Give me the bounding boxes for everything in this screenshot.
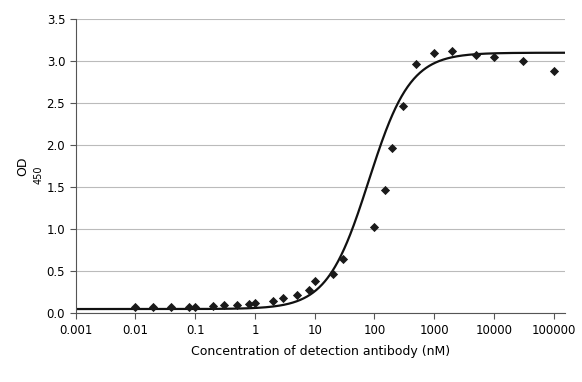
Point (219, 302, 228, 308)
Point (268, 298, 278, 304)
Point (167, 303, 176, 309)
Point (244, 301, 254, 307)
Point (489, 54, 499, 60)
Text: OD: OD (16, 156, 29, 176)
Point (411, 62, 421, 68)
X-axis label: Concentration of detection antibody (nM): Concentration of detection antibody (nM) (190, 345, 450, 358)
Point (292, 292, 301, 298)
Point (304, 286, 314, 293)
Point (518, 58, 527, 64)
Point (339, 256, 348, 262)
Text: 450: 450 (34, 166, 44, 184)
Point (250, 300, 260, 306)
Point (310, 278, 320, 284)
Point (208, 303, 218, 309)
Point (184, 303, 194, 309)
Point (388, 145, 397, 151)
Point (279, 295, 288, 301)
Point (232, 302, 242, 308)
Point (381, 187, 390, 193)
Point (398, 103, 407, 109)
Point (190, 303, 200, 309)
Point (549, 68, 559, 74)
Point (430, 50, 439, 56)
Point (448, 48, 457, 54)
Point (131, 304, 140, 311)
Point (471, 52, 481, 58)
Point (370, 223, 379, 230)
Point (149, 304, 158, 311)
Point (328, 271, 338, 277)
